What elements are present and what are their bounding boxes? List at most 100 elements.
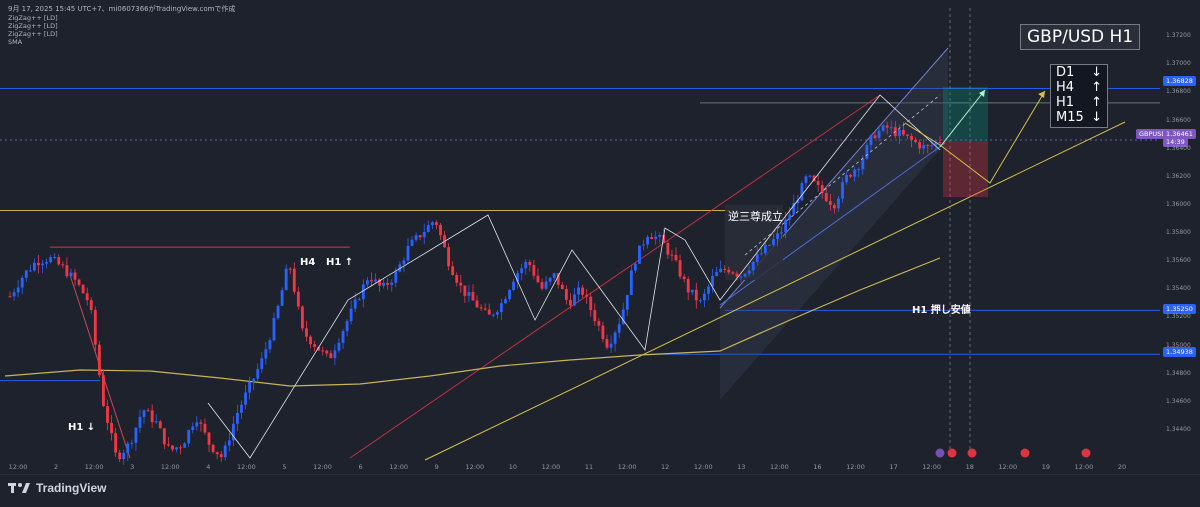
- annotation-h1-down: H1 ↓: [68, 422, 96, 433]
- chart-title: GBP/USD H1: [1020, 24, 1141, 50]
- candle-body: [45, 262, 48, 264]
- candle-body: [820, 185, 824, 193]
- candle-body: [922, 145, 926, 149]
- candle-body: [97, 344, 101, 376]
- trendline-red: [349, 94, 881, 459]
- candle-body: [845, 175, 848, 183]
- candle-body: [808, 175, 812, 177]
- candle-body: [816, 181, 820, 186]
- candle-body: [613, 332, 617, 344]
- candle-body: [479, 307, 483, 309]
- indicator-zigzag-3[interactable]: ZigZag++ [LD]: [8, 30, 58, 38]
- candle-body: [386, 282, 390, 285]
- candle-body: [686, 279, 690, 293]
- event-icon: [947, 448, 957, 458]
- x-tick-label: 6: [358, 463, 363, 471]
- candle-body: [605, 339, 609, 348]
- candle-body: [918, 142, 922, 149]
- candle-body: [309, 336, 312, 345]
- sma: [4, 257, 941, 387]
- x-tick-label: 12:00: [693, 463, 713, 471]
- candle-body: [788, 214, 792, 220]
- arrow-up-icon: ↑: [1091, 95, 1102, 110]
- candle-body: [187, 430, 191, 444]
- levels: [0, 8, 1160, 458]
- y-tick-label: 1.36800: [1166, 88, 1191, 96]
- event-icon: [1020, 448, 1030, 458]
- price-tag-support1: 1.35250: [1163, 304, 1196, 314]
- candle-body: [828, 200, 832, 205]
- candle-body: [593, 310, 597, 322]
- indicator-zigzag-1[interactable]: ZigZag++ [LD]: [8, 14, 58, 22]
- candle-body: [85, 293, 89, 301]
- candle-body: [520, 268, 524, 274]
- candle-body: [146, 410, 150, 412]
- indicator-sma[interactable]: SMA: [8, 38, 23, 46]
- candle-body: [410, 239, 414, 246]
- candle-body: [504, 299, 507, 304]
- tf-label: H4: [1056, 80, 1075, 95]
- candle-body: [861, 158, 865, 170]
- candle-body: [426, 225, 430, 232]
- annotation-h1-up: H1 ↑: [326, 257, 354, 268]
- candle-body: [215, 452, 219, 455]
- tradingview-logo[interactable]: TradingView: [8, 481, 106, 495]
- annotation-pullback-low: H1 押し安値: [912, 305, 971, 316]
- indicator-zigzag-2[interactable]: ZigZag++ [LD]: [8, 22, 58, 30]
- candle-body: [556, 273, 560, 285]
- candle-body: [227, 440, 231, 446]
- candle-body: [203, 423, 207, 433]
- candle-body: [365, 280, 369, 285]
- candle-body: [69, 272, 73, 277]
- candle-body: [418, 235, 422, 238]
- candle-body: [739, 276, 743, 278]
- candle-body: [236, 412, 239, 424]
- candle-body: [573, 294, 576, 306]
- candle-body: [508, 289, 511, 300]
- candle-body: [370, 280, 373, 282]
- candle-body: [682, 276, 686, 280]
- tf-label: H1: [1056, 95, 1075, 110]
- candle-body: [219, 454, 223, 458]
- y-tick-label: 1.34600: [1166, 397, 1191, 405]
- arrow-down-icon: ↓: [1091, 65, 1102, 80]
- candle-body: [406, 245, 410, 261]
- y-tick-label: 1.36400: [1166, 144, 1191, 152]
- x-tick-label: 9: [434, 463, 439, 471]
- footer: [0, 474, 1200, 507]
- candle-body: [642, 244, 645, 246]
- candle-body: [435, 222, 438, 225]
- candle-body: [93, 310, 97, 345]
- candle-body: [402, 260, 406, 265]
- candle-body: [8, 296, 12, 298]
- candle-body: [240, 404, 243, 413]
- candle-body: [475, 300, 479, 308]
- candle-body: [459, 282, 463, 286]
- candle-body: [300, 306, 304, 329]
- candle-body: [73, 272, 77, 280]
- y-tick-label: 1.36600: [1166, 116, 1191, 124]
- candle-body: [707, 286, 710, 294]
- candle-body: [142, 410, 146, 417]
- x-tick-label: 12:00: [313, 463, 332, 471]
- candle-body: [357, 299, 361, 301]
- candle-body: [126, 443, 130, 453]
- timeframe-trend-box: D1 ↓ H4 ↑ H1 ↑ M15 ↓: [1050, 64, 1108, 128]
- candle-body: [552, 273, 556, 278]
- price-tag-support2: 1.34938: [1163, 347, 1196, 357]
- candle-body: [110, 422, 113, 434]
- y-tick-label: 1.35000: [1166, 341, 1191, 349]
- candle-body: [276, 305, 280, 319]
- candle-body: [812, 175, 816, 182]
- arrow-up-icon: [979, 90, 985, 97]
- candle-body: [321, 350, 325, 352]
- candle-body: [341, 331, 345, 343]
- candle-body: [171, 445, 174, 450]
- candle-body: [166, 444, 170, 446]
- candle-body: [841, 182, 844, 199]
- candle-body: [877, 130, 881, 139]
- candle-body: [495, 312, 499, 315]
- tf-row-m15: M15 ↓: [1051, 110, 1107, 125]
